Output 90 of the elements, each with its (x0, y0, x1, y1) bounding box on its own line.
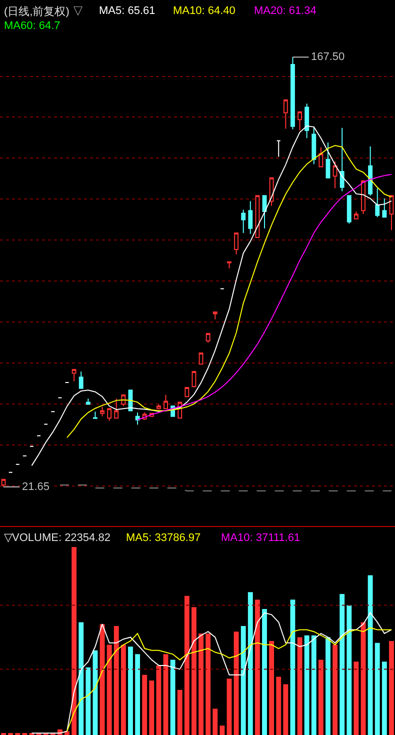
bar (86, 667, 91, 735)
bar (389, 641, 394, 735)
candlestick (332, 160, 338, 189)
candlestick (164, 394, 168, 410)
bar (170, 660, 176, 735)
candlestick (135, 412, 140, 426)
bar (283, 684, 288, 735)
candlestick (206, 333, 210, 344)
candlestick (304, 103, 310, 139)
candlestick (298, 111, 302, 131)
candlestick (241, 209, 246, 234)
candlestick (262, 195, 267, 229)
candlestick (212, 312, 218, 320)
legend-label: MA60: 64.7 (4, 20, 60, 32)
bar (149, 680, 154, 735)
bar (106, 644, 112, 735)
candlestick (318, 146, 324, 168)
candlestick (340, 127, 344, 192)
candlestick (114, 398, 119, 419)
chart-title: ▽VOLUME: 22354.82 (4, 532, 110, 544)
candlestick (368, 146, 373, 196)
candlestick (198, 352, 204, 365)
bar (240, 626, 246, 735)
candlestick (382, 198, 387, 218)
bar (135, 654, 140, 735)
bar (318, 660, 324, 735)
candlestick (107, 408, 112, 422)
candlestick (290, 56, 295, 130)
bar (276, 676, 282, 735)
candlestick (346, 195, 352, 224)
bar (311, 635, 316, 735)
bar (192, 607, 196, 735)
candlestick (312, 126, 316, 165)
bar (340, 594, 345, 735)
candlestick (86, 398, 90, 405)
bar (220, 726, 225, 735)
bar (163, 654, 168, 735)
candlestick (255, 195, 260, 238)
text: MA20: 61.34 (254, 5, 316, 17)
chart-title: (日线,前复权) ▽ (4, 5, 84, 18)
bar (262, 609, 267, 735)
bar (206, 633, 211, 735)
bar (184, 596, 190, 735)
candlestick (234, 232, 239, 255)
legend-label: MA10: 37111.61 (221, 532, 300, 544)
candlestick (354, 211, 358, 220)
bar (226, 678, 232, 735)
candlestick (72, 368, 76, 382)
text: MA5: 33786.97 (126, 532, 201, 544)
bar (78, 622, 84, 735)
candlestick (100, 406, 104, 417)
bar (142, 674, 148, 735)
candlestick (326, 142, 330, 178)
candlestick (78, 371, 84, 389)
bar (248, 592, 253, 735)
candlestick (93, 411, 98, 419)
candlestick (248, 200, 253, 234)
bar (326, 637, 330, 735)
bar (120, 644, 126, 735)
bar (128, 646, 133, 735)
bar (177, 690, 182, 735)
candlestick (184, 386, 190, 398)
text: MA5: 65.61 (99, 5, 156, 17)
bar (354, 662, 359, 735)
bar (254, 600, 260, 735)
bar (382, 662, 387, 735)
candlestick (276, 140, 281, 158)
bar (198, 633, 204, 735)
bar (297, 637, 302, 735)
bar (332, 644, 338, 735)
bar (212, 708, 218, 735)
bar (156, 665, 162, 735)
annotation: 21.65 (22, 481, 50, 493)
candlestick (156, 404, 161, 410)
candlestick (283, 99, 288, 130)
annotation: 167.50 (311, 51, 345, 63)
bar (100, 624, 105, 735)
candlestick (361, 180, 366, 215)
bar (114, 626, 119, 735)
bar (234, 632, 239, 735)
bar (304, 635, 310, 735)
candlestick (121, 394, 126, 407)
text: MA10: 64.40 (173, 5, 236, 17)
bar (346, 605, 352, 735)
bar (368, 575, 373, 735)
bar (72, 547, 77, 735)
candlestick (375, 188, 380, 218)
candlestick (227, 261, 232, 269)
bar (269, 641, 274, 735)
bar (374, 642, 380, 735)
